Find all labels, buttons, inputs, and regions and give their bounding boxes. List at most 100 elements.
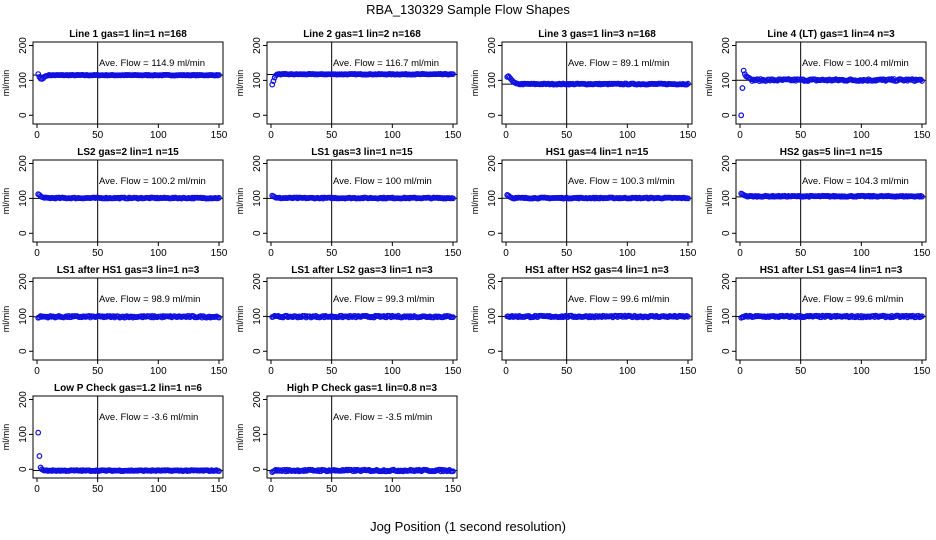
flow-point xyxy=(106,313,113,319)
flow-point xyxy=(685,313,691,320)
plot-frame xyxy=(501,277,693,361)
y-tick-label: 100 xyxy=(721,308,732,325)
x-tick-label: 100 xyxy=(150,130,167,141)
chart-panel: LS2 gas=2 lin=1 n=15 0 50 100 150 0 100 200 ml/m… xyxy=(1,147,228,259)
x-tick-label: 150 xyxy=(211,366,228,377)
y-tick-label: 200 xyxy=(487,273,498,290)
flow-point xyxy=(917,76,924,83)
flow-point xyxy=(300,468,307,475)
y-tick-label: 0 xyxy=(721,230,732,236)
panel-title: HS1 gas=4 lin=1 n=15 xyxy=(546,147,649,158)
x-tick-label: 0 xyxy=(737,248,743,259)
x-tick-label: 100 xyxy=(619,366,636,377)
chart-panel: HS1 after HS2 gas=4 lin=1 n=3 0 50 100 150 0 1… xyxy=(470,265,697,377)
plot-frame xyxy=(32,41,224,125)
flow-point xyxy=(739,85,746,91)
y-axis-label: ml/min xyxy=(470,188,480,215)
x-tick-label: 50 xyxy=(326,484,338,495)
x-tick-label: 100 xyxy=(150,248,167,259)
average-flow-annotation: Ave. Flow = 99.6 ml/min xyxy=(568,294,669,305)
panel-title: Line 4 (LT) gas=1 lin=4 n=3 xyxy=(767,29,895,40)
average-flow-annotation: Ave. Flow = 98.9 ml/min xyxy=(99,294,200,305)
y-tick-label: 200 xyxy=(487,155,498,172)
plot-frame xyxy=(735,277,927,361)
y-axis-label: ml/min xyxy=(470,306,480,333)
y-axis-label: ml/min xyxy=(704,70,714,97)
x-tick-label: 150 xyxy=(914,248,931,259)
panel-title: Line 3 gas=1 lin=3 n=168 xyxy=(538,29,656,40)
x-tick-label: 50 xyxy=(326,248,338,259)
panel-title: LS1 after HS1 gas=3 lin=1 n=3 xyxy=(57,265,200,276)
y-tick-label: 0 xyxy=(721,112,732,118)
y-tick-label: 200 xyxy=(252,391,263,408)
y-axis-label: ml/min xyxy=(704,188,714,215)
y-axis-label: ml/min xyxy=(1,188,11,215)
x-tick-label: 0 xyxy=(268,130,274,141)
y-axis-label: ml/min xyxy=(1,70,11,97)
y-tick-label: 100 xyxy=(721,190,732,207)
average-flow-annotation: Ave. Flow = 104.3 ml/min xyxy=(802,176,909,187)
x-tick-label: 50 xyxy=(561,248,573,259)
chart-panel: LS1 after LS2 gas=3 lin=1 n=3 0 50 100 150 0 1… xyxy=(235,265,462,377)
y-tick-label: 100 xyxy=(252,308,263,325)
y-tick-label: 200 xyxy=(252,155,263,172)
average-flow-annotation: Ave. Flow = 100 ml/min xyxy=(333,176,432,187)
panel-title: LS1 after LS2 gas=3 lin=1 n=3 xyxy=(291,265,433,276)
x-tick-label: 150 xyxy=(680,366,697,377)
x-tick-label: 0 xyxy=(34,130,40,141)
y-tick-label: 100 xyxy=(721,72,732,89)
x-tick-label: 100 xyxy=(853,248,870,259)
chart-panel: HS1 after LS1 gas=4 lin=1 n=3 0 50 100 150 0 1… xyxy=(704,265,931,377)
x-tick-label: 100 xyxy=(384,130,401,141)
x-tick-label: 100 xyxy=(150,366,167,377)
x-tick-label: 50 xyxy=(561,366,573,377)
flow-point xyxy=(740,67,747,74)
x-tick-label: 50 xyxy=(561,130,573,141)
y-tick-label: 0 xyxy=(252,230,263,236)
flow-point xyxy=(685,80,691,87)
y-tick-label: 200 xyxy=(721,273,732,290)
x-tick-label: 150 xyxy=(445,366,462,377)
flow-point xyxy=(450,468,456,475)
y-axis-label: ml/min xyxy=(470,70,480,97)
y-tick-label: 200 xyxy=(252,37,263,54)
x-tick-label: 0 xyxy=(737,366,743,377)
flow-point xyxy=(35,71,42,77)
y-tick-label: 100 xyxy=(252,72,263,89)
y-tick-label: 100 xyxy=(18,426,29,443)
flow-point xyxy=(216,194,222,201)
x-tick-label: 50 xyxy=(92,248,104,259)
x-tick-label: 50 xyxy=(92,484,104,495)
x-tick-label: 50 xyxy=(795,366,807,377)
flow-point xyxy=(294,314,301,321)
y-tick-label: 200 xyxy=(18,37,29,54)
flow-point xyxy=(269,81,276,88)
x-tick-label: 150 xyxy=(914,366,931,377)
x-tick-label: 50 xyxy=(92,366,104,377)
flow-point xyxy=(450,314,456,321)
x-tick-label: 150 xyxy=(445,248,462,259)
plot-frame xyxy=(32,159,224,243)
y-tick-label: 0 xyxy=(252,348,263,354)
x-tick-label: 0 xyxy=(34,366,40,377)
chart-panel: High P Check gas=1 lin=0.8 n=3 0 50 100 150 0… xyxy=(235,383,462,495)
y-axis-label: ml/min xyxy=(235,424,245,451)
y-tick-label: 100 xyxy=(18,308,29,325)
x-tick-label: 50 xyxy=(326,366,338,377)
panel-title: HS1 after LS1 gas=4 lin=1 n=3 xyxy=(760,265,903,276)
flow-point xyxy=(216,314,222,321)
y-tick-label: 0 xyxy=(18,348,29,354)
panel-title: LS1 gas=3 lin=1 n=15 xyxy=(311,147,413,158)
average-flow-annotation: Ave. Flow = 100.4 ml/min xyxy=(802,58,909,69)
y-tick-label: 0 xyxy=(252,466,263,472)
chart-panel: Line 1 gas=1 lin=1 n=168 0 50 100 150 0 100 200… xyxy=(1,29,228,141)
y-axis-label: ml/min xyxy=(1,306,11,333)
panel-grid: Line 1 gas=1 lin=1 n=168 0 50 100 150 0 100 200… xyxy=(1,29,931,495)
x-tick-label: 0 xyxy=(268,366,274,377)
chart-panel: LS1 after HS1 gas=3 lin=1 n=3 0 50 100 150 0 1… xyxy=(1,265,228,377)
y-tick-label: 200 xyxy=(721,155,732,172)
x-tick-label: 50 xyxy=(326,130,338,141)
panel-title: High P Check gas=1 lin=0.8 n=3 xyxy=(287,383,438,394)
plot-frame xyxy=(501,41,693,125)
figure-title: RBA_130329 Sample Flow Shapes xyxy=(366,2,570,17)
